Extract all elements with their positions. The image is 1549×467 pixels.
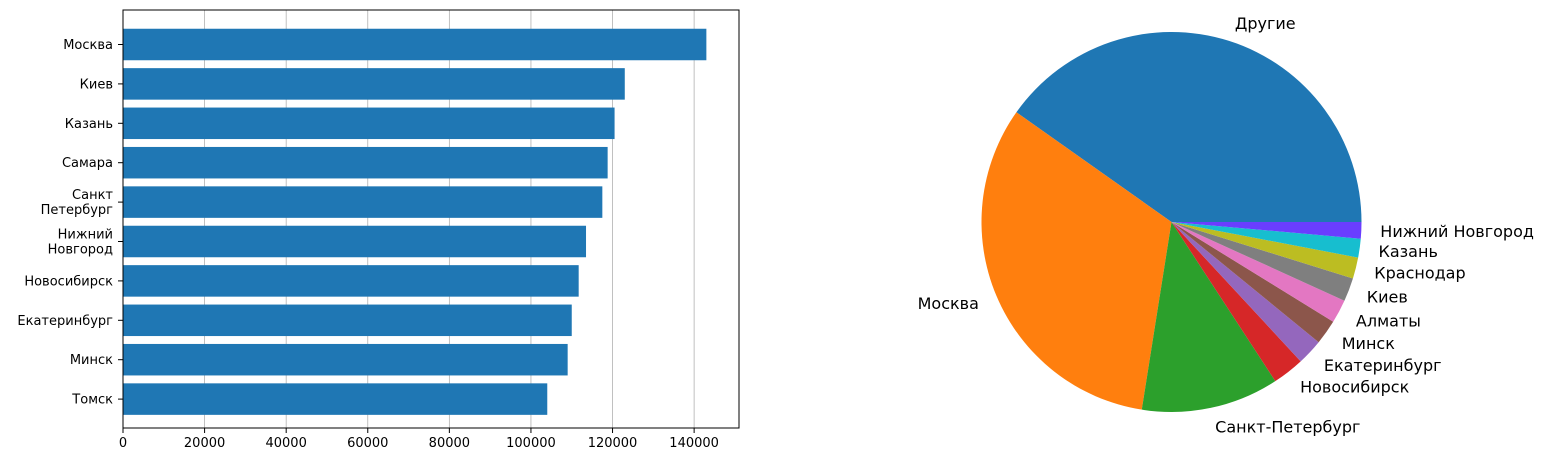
x-tick-label: 80000 (429, 436, 470, 451)
bar-chart: 0 20000 40000 60000 80000 100000 120000 140000 М… (17, 9, 740, 451)
y-tick-label: Казань (65, 117, 113, 132)
pie-chart: Другие Москва Санкт-Петербург Новосибирск Ек… (918, 14, 1534, 437)
pie-slice (1171, 222, 1334, 343)
pie-label: Киев (1367, 287, 1408, 306)
pie-slice (1171, 222, 1359, 279)
bar (123, 107, 615, 140)
x-tick-label: 120000 (588, 436, 638, 451)
bar (123, 186, 603, 218)
pie-slice (1141, 222, 1276, 412)
pie-slice (1171, 222, 1361, 258)
x-tick-label: 140000 (669, 436, 719, 451)
bar (123, 68, 625, 100)
plot-frame (122, 9, 740, 429)
pie-label: Екатеринбург (1324, 356, 1442, 375)
pie-label: Минск (1342, 334, 1395, 353)
y-tick-label: Екатеринбург (17, 314, 113, 329)
bar (123, 146, 608, 179)
pie-label: Казань (1379, 242, 1438, 261)
y-tick-label: Томск (71, 393, 113, 408)
pie-slice (981, 112, 1172, 410)
pie-label: Москва (918, 294, 979, 313)
x-tick-label: 0 (119, 436, 127, 451)
pie-slice (1016, 32, 1362, 223)
pie-label: Другие (1235, 14, 1296, 33)
y-tick-label: Минск (70, 353, 113, 368)
bar (123, 304, 572, 337)
pie-slice (1171, 222, 1353, 301)
bar (123, 265, 579, 297)
bar (123, 225, 587, 258)
y-tick-label: Санкт Петербург (41, 188, 114, 218)
pie-slice (1171, 222, 1301, 382)
pie-label: Краснодар (1374, 264, 1465, 283)
bar (123, 343, 568, 376)
pie-slice (1171, 222, 1345, 322)
y-tick-label: Москва (63, 38, 113, 53)
y-tick-label: Киев (80, 77, 113, 92)
pie-label: Нижний Новгород (1380, 222, 1534, 241)
x-tick-label: 100000 (506, 436, 556, 451)
x-tick-label: 60000 (347, 436, 388, 451)
y-tick-label: Новосибирск (24, 274, 113, 289)
x-tick-label: 40000 (265, 436, 306, 451)
pie-label: Санкт-Петербург (1215, 417, 1360, 436)
y-tick-label: Самара (62, 156, 113, 171)
x-tick-label: 20000 (184, 436, 225, 451)
pie-label: Новосибирск (1300, 378, 1409, 397)
bar (123, 383, 548, 415)
bar (123, 28, 707, 61)
pie-slice (1171, 222, 1362, 239)
y-tick-label: Нижний Новгород (48, 228, 113, 258)
pie-slice (1171, 222, 1319, 362)
pie-label: Алматы (1356, 311, 1421, 330)
